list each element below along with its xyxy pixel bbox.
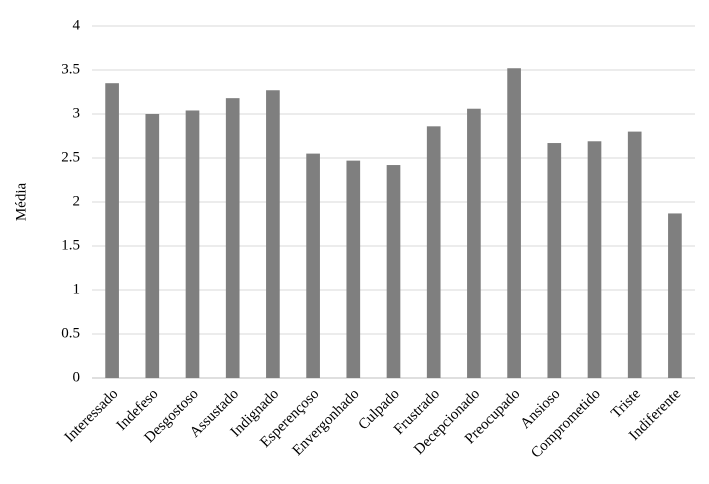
y-tick-label: 2.5: [61, 149, 80, 165]
bar: [627, 131, 642, 378]
bar: [105, 83, 119, 378]
y-tick-label: 2: [73, 193, 81, 209]
y-tick-label: 3: [73, 105, 81, 121]
bar: [467, 108, 481, 378]
y-tick-label: 0.5: [61, 325, 80, 341]
y-axis-label: Média: [13, 183, 29, 222]
bar: [386, 165, 401, 378]
y-tick-label: 4: [73, 17, 81, 33]
bar: [266, 90, 280, 379]
bar: [346, 160, 361, 378]
bar: [507, 68, 521, 379]
y-tick-label: 1.5: [61, 237, 80, 253]
y-tick-label: 1: [73, 281, 81, 297]
y-tick-label: 3.5: [61, 61, 80, 77]
y-tick-label: 0: [73, 369, 81, 385]
bar: [225, 98, 240, 378]
bar: [306, 153, 320, 378]
bar: [547, 143, 562, 378]
x-tick-label: Interessado: [62, 386, 122, 446]
bar: [426, 126, 441, 378]
bar: [185, 110, 200, 378]
bar: [145, 114, 160, 378]
bar: [668, 213, 682, 378]
bar: [587, 141, 602, 378]
x-tick-label: Triste: [608, 386, 644, 422]
